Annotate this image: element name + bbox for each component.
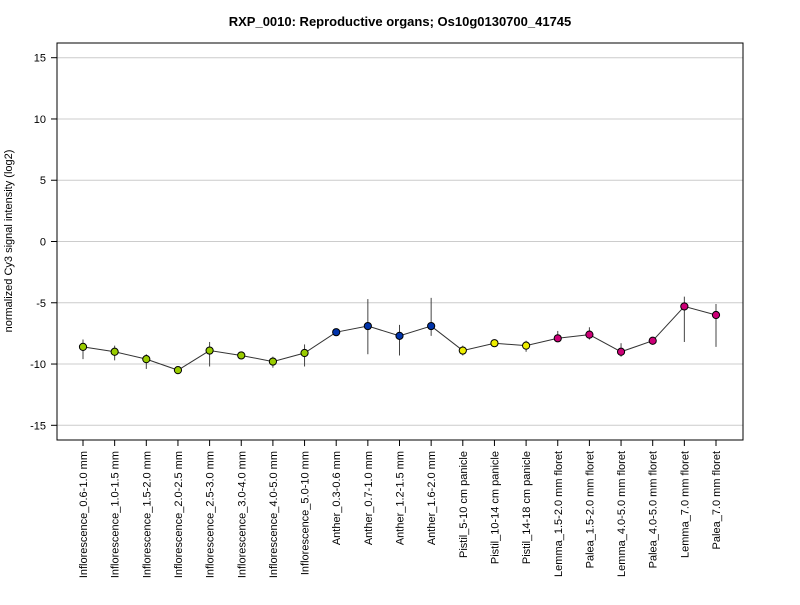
x-tick-label: Inflorescence_1.5-2.0 mm — [141, 451, 153, 578]
x-tick-label: Anther_0.7-1.0 mm — [363, 451, 375, 545]
data-point — [268, 357, 277, 366]
x-axis: Inflorescence_0.6-1.0 mm Inflorescence_1.… — [78, 440, 723, 578]
x-tick-label: Pistil_10-14 cm panicle — [489, 451, 501, 564]
x-tick-label: Palea_4.0-5.0 mm floret — [648, 451, 660, 568]
x-tick-label: Lemma_1.5-2.0 mm floret — [553, 451, 565, 577]
x-tick-label: Lemma_7.0 mm floret — [679, 451, 691, 558]
data-point — [78, 342, 88, 351]
data-point — [490, 339, 499, 348]
x-tick-label: Inflorescence_4.0-5.0 mm — [268, 451, 280, 578]
y-tick-label: 5 — [40, 175, 46, 187]
data-point — [585, 330, 594, 339]
x-tick-label: Inflorescence_2.5-3.0 mm — [205, 451, 217, 578]
data-point — [616, 347, 626, 356]
data-point — [142, 355, 151, 364]
y-axis-label: normalized Cy3 signal intensity (log2) — [3, 150, 15, 333]
x-tick-label: Anther_1.2-1.5 mm — [395, 451, 407, 545]
y-tick-label: -15 — [30, 420, 46, 432]
y-tick-label: -10 — [30, 359, 46, 371]
y-tick-label: 10 — [34, 114, 46, 126]
x-tick-label: Pistil_14-18 cm panicle — [521, 451, 533, 564]
x-tick-label: Inflorescence_1.0-1.5 mm — [110, 451, 122, 578]
data-point — [332, 328, 341, 337]
data-point — [363, 321, 372, 331]
grid-lines — [57, 57, 743, 426]
x-tick-label: Inflorescence_3.0-4.0 mm — [236, 451, 248, 578]
x-tick-label: Anther_0.3-0.6 mm — [331, 451, 343, 545]
data-point — [395, 331, 404, 340]
y-tick-label: -5 — [36, 298, 46, 310]
data-point — [110, 347, 119, 356]
data-points — [78, 302, 721, 375]
data-point — [711, 310, 721, 320]
data-point — [237, 351, 246, 360]
data-point — [458, 346, 467, 355]
x-tick-label: Inflorescence_2.0-2.5 mm — [173, 451, 185, 578]
data-point — [300, 348, 309, 358]
y-axis: -15 -10 -5 0 5 10 15 — [30, 53, 57, 432]
data-point — [680, 302, 689, 311]
y-tick-label: 0 — [40, 237, 46, 249]
x-tick-label: Pistil_5-10 cm panicle — [458, 451, 470, 558]
x-tick-label: Palea_7.0 mm floret — [711, 451, 723, 549]
x-tick-label: Lemma_4.0-5.0 mm floret — [616, 451, 628, 577]
data-point — [205, 346, 214, 355]
data-point — [553, 334, 562, 343]
data-point — [173, 366, 183, 375]
x-tick-label: Inflorescence_5.0-10 mm — [300, 451, 312, 575]
data-point — [648, 336, 657, 345]
data-point — [427, 321, 436, 331]
data-point — [522, 341, 531, 350]
chart-title: RXP_0010: Reproductive organs; Os10g0130… — [229, 14, 572, 29]
x-tick-label: Anther_1.6-2.0 mm — [426, 451, 438, 545]
x-tick-label: Inflorescence_0.6-1.0 mm — [78, 451, 90, 578]
x-tick-label: Palea_1.5-2.0 mm floret — [584, 451, 596, 568]
y-tick-label: 15 — [34, 53, 46, 65]
